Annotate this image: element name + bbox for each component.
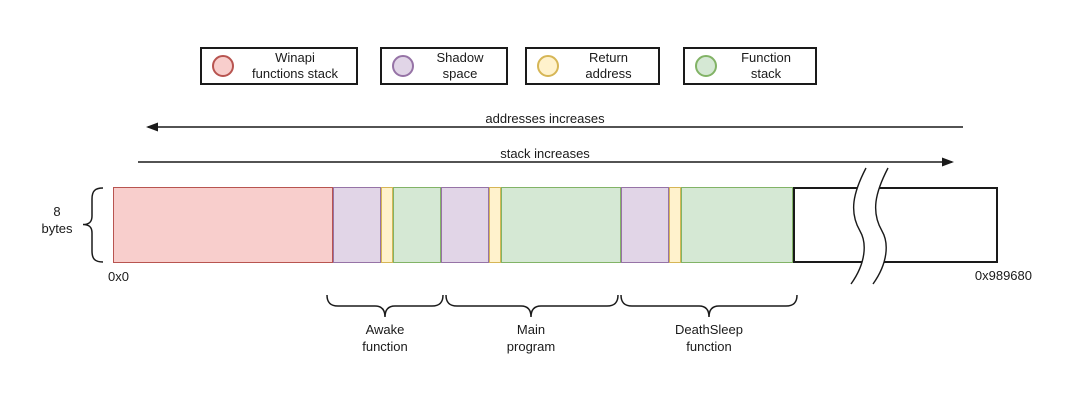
legend-label: Winapi functions stack <box>234 50 356 82</box>
segment-function-stack <box>501 187 621 263</box>
legend-label-line1: Shadow <box>436 50 484 65</box>
cell-size-line2: bytes <box>41 221 73 236</box>
segment-shadow-space <box>441 187 489 263</box>
segment-shadow-space <box>333 187 381 263</box>
group-label-line1: Main <box>516 322 546 337</box>
group-label-line2: function <box>362 339 408 354</box>
deathsleep-function-brace <box>620 294 798 318</box>
segment-return-address <box>381 187 393 263</box>
group-label-line2: function <box>686 339 732 354</box>
segment-shadow-space <box>621 187 669 263</box>
cell-size-label: 8 bytes <box>41 203 72 237</box>
end-address-label: 0x989680 <box>974 268 1032 283</box>
legend-item-function-stack: Function stack <box>683 47 817 85</box>
group-label-line2: program <box>506 339 556 354</box>
legend-label-line2: address <box>585 66 632 81</box>
legend-item-return-address: Return address <box>525 47 660 85</box>
segment-empty <box>793 187 998 263</box>
segment-winapi-functions-stack <box>113 187 333 263</box>
winapi-stack-swatch-icon <box>212 55 234 77</box>
segment-function-stack <box>393 187 441 263</box>
segment-return-address <box>489 187 501 263</box>
bytes-brace <box>82 187 104 263</box>
group-label-line1: Awake <box>365 322 405 337</box>
awake-function-label: Awake function <box>362 321 408 355</box>
legend-item-winapi-functions-stack: Winapi functions stack <box>200 47 358 85</box>
legend-label: Shadow space <box>414 50 506 82</box>
legend-label-line2: stack <box>750 66 782 81</box>
start-address-label: 0x0 <box>108 269 129 284</box>
legend-label-line2: space <box>442 66 478 81</box>
awake-function-brace <box>326 294 444 318</box>
group-label-line1: DeathSleep <box>675 322 743 337</box>
cell-size-line1: 8 <box>53 204 61 219</box>
segment-function-stack <box>681 187 793 263</box>
legend-label-line1: Function <box>741 50 791 65</box>
segment-return-address <box>669 187 681 263</box>
legend-label-line1: Return <box>588 50 629 65</box>
legend-item-shadow-space: Shadow space <box>380 47 508 85</box>
addresses-increases-label: addresses increases <box>485 111 605 126</box>
legend-label: Function stack <box>717 50 815 82</box>
memory-bar <box>113 187 998 263</box>
legend-label-line1: Winapi <box>275 50 315 65</box>
shadow-space-swatch-icon <box>392 55 414 77</box>
legend-label-line2: functions stack <box>252 66 338 81</box>
return-address-swatch-icon <box>537 55 559 77</box>
stack-increases-label: stack increases <box>500 146 590 161</box>
function-stack-swatch-icon <box>695 55 717 77</box>
main-program-label: Main program <box>507 321 555 355</box>
deathsleep-function-label: DeathSleep function <box>675 321 743 355</box>
main-program-brace <box>445 294 619 318</box>
legend-label: Return address <box>559 50 658 82</box>
